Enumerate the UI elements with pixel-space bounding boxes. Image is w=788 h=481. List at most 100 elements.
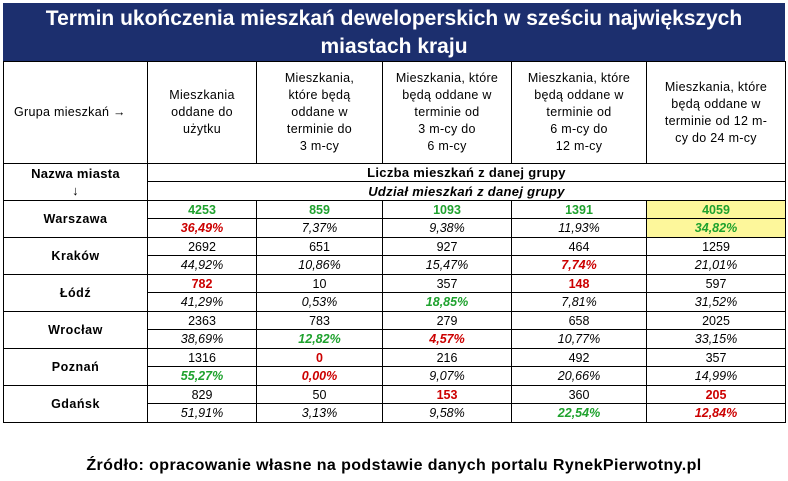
share-cell: 9,58%	[382, 403, 512, 423]
count-cell: 153	[382, 385, 512, 404]
count-cell: 658	[511, 311, 647, 330]
share-cell: 12,84%	[646, 403, 786, 423]
share-caption: Udział mieszkań z danej grupy	[147, 181, 786, 201]
city-name: Łódź	[3, 274, 148, 312]
count-cell: 4253	[147, 200, 257, 219]
column-header-5-line: będą oddane w	[671, 96, 761, 111]
column-header-3-line: Mieszkania, które	[395, 71, 499, 85]
count-cell: 357	[646, 348, 786, 367]
share-cell: 7,81%	[511, 292, 647, 312]
share-cell: 11,93%	[511, 218, 647, 238]
count-cell: 205	[646, 385, 786, 404]
share-cell: 10,86%	[256, 255, 383, 275]
share-cell: 20,66%	[511, 366, 647, 386]
column-header-2-line: oddane w	[291, 105, 348, 119]
count-cell: 10	[256, 274, 383, 293]
city-name: Poznań	[3, 348, 148, 386]
table-row: 36,49% 7,37% 9,38% 11,93% 34,82%	[4, 218, 786, 238]
table-row: Łódź 782 10 357 148 597	[3, 274, 786, 312]
count-caption-row: Nazwa miasta ↓ Liczba mieszkań z danej g…	[3, 163, 786, 201]
share-cell: 41,29%	[147, 292, 257, 312]
count-cell: 216	[382, 348, 512, 367]
column-header-2-line: 3 m-cy	[299, 139, 340, 153]
count-cell: 829	[147, 385, 257, 404]
share-cell: 44,92%	[147, 255, 257, 275]
column-header-4-line: 12 m-cy	[555, 139, 603, 153]
share-cell: 9,07%	[382, 366, 512, 386]
count-cell: 783	[256, 311, 383, 330]
city-header-line: Nazwa miasta	[31, 166, 120, 181]
share-cell: 15,47%	[382, 255, 512, 275]
column-header-3: Mieszkania, które będą oddane w terminie…	[382, 61, 512, 164]
table-row: Warszawa 4253 859 1093 1391 4059	[3, 200, 786, 238]
share-cell: 14,99%	[646, 366, 786, 386]
count-cell: 464	[511, 237, 647, 256]
count-cell: 2363	[147, 311, 257, 330]
column-header-2-line: Mieszkania,	[284, 71, 355, 85]
share-cell: 9,38%	[382, 218, 512, 238]
count-cell: 360	[511, 385, 647, 404]
count-cell: 279	[382, 311, 512, 330]
table-row: Wrocław 2363 783 279 658 2025	[3, 311, 786, 349]
share-cell: 0,00%	[256, 366, 383, 386]
count-cell: 357	[382, 274, 512, 293]
count-cell: 859	[256, 200, 383, 219]
count-cell: 2025	[646, 311, 786, 330]
share-cell: 21,01%	[646, 255, 786, 275]
city-name: Kraków	[3, 237, 148, 275]
count-cell: 148	[511, 274, 647, 293]
group-label: Grupa mieszkań →	[3, 61, 148, 164]
column-header-1-line: Mieszkania	[169, 88, 235, 102]
share-cell: 0,53%	[256, 292, 383, 312]
share-cell: 7,37%	[256, 218, 383, 238]
share-cell: 36,49%	[147, 218, 257, 238]
share-cell: 18,85%	[382, 292, 512, 312]
column-header-4-line: terminie od	[546, 105, 612, 119]
city-name: Warszawa	[3, 200, 148, 238]
count-cell: 1259	[646, 237, 786, 256]
table-row: 41,29% 0,53% 18,85% 7,81% 31,52%	[4, 292, 786, 312]
table-row: 51,91% 3,13% 9,58% 22,54% 12,84%	[4, 403, 786, 423]
data-table: Grupa mieszkań → Mieszkania oddane do uż…	[3, 61, 786, 423]
share-cell: 38,69%	[147, 329, 257, 349]
share-cell: 31,52%	[646, 292, 786, 312]
column-header-3-line: będą oddane w	[402, 88, 492, 102]
count-cell: 2692	[147, 237, 257, 256]
count-cell: 1093	[382, 200, 512, 219]
column-header-5: Mieszkania, które będą oddane w terminie…	[646, 61, 786, 164]
count-cell: 4059	[646, 200, 786, 219]
column-header-5-line: terminie od 12 m-	[664, 113, 768, 128]
column-header-2: Mieszkania, które będą oddane w terminie…	[256, 61, 383, 164]
share-cell: 7,74%	[511, 255, 647, 275]
source-note: Źródło: opracowanie własne na podstawie …	[86, 457, 702, 474]
share-cell: 4,57%	[382, 329, 512, 349]
table-row: Kraków 2692 651 927 464 1259	[3, 237, 786, 275]
title-line-1: Termin ukończenia mieszkań deweloperskic…	[45, 7, 743, 30]
column-header-1-line: oddane do	[171, 105, 233, 119]
city-name: Gdańsk	[3, 385, 148, 423]
table-row: Poznań 1316 0 216 492 357	[3, 348, 786, 386]
column-header-4: Mieszkania, które będą oddane w terminie…	[511, 61, 647, 164]
count-cell: 597	[646, 274, 786, 293]
count-cell: 1391	[511, 200, 647, 219]
share-cell: 51,91%	[147, 403, 257, 423]
column-header-row: Grupa mieszkań → Mieszkania oddane do uż…	[3, 61, 786, 164]
column-header-5-line: cy do 24 m-cy	[675, 130, 757, 145]
share-cell: 33,15%	[646, 329, 786, 349]
share-cell: 22,54%	[511, 403, 647, 423]
city-name: Wrocław	[3, 311, 148, 349]
share-cell: 3,13%	[256, 403, 383, 423]
chart-title: Termin ukończenia mieszkań deweloperskic…	[3, 3, 785, 61]
column-header-3-line: 3 m-cy do	[418, 122, 476, 136]
share-cell: 10,77%	[511, 329, 647, 349]
column-header-3-line: terminie od	[414, 105, 480, 119]
count-cell: 492	[511, 348, 647, 367]
column-header-4-line: Mieszkania, które	[527, 71, 631, 85]
count-caption: Liczba mieszkań z danej grupy	[147, 163, 786, 182]
column-header-1: Mieszkania oddane do użytku	[147, 61, 257, 164]
count-cell: 1316	[147, 348, 257, 367]
share-cell: 12,82%	[256, 329, 383, 349]
column-header-1-line: użytku	[183, 122, 221, 136]
column-header-4-line: będą oddane w	[534, 88, 624, 102]
